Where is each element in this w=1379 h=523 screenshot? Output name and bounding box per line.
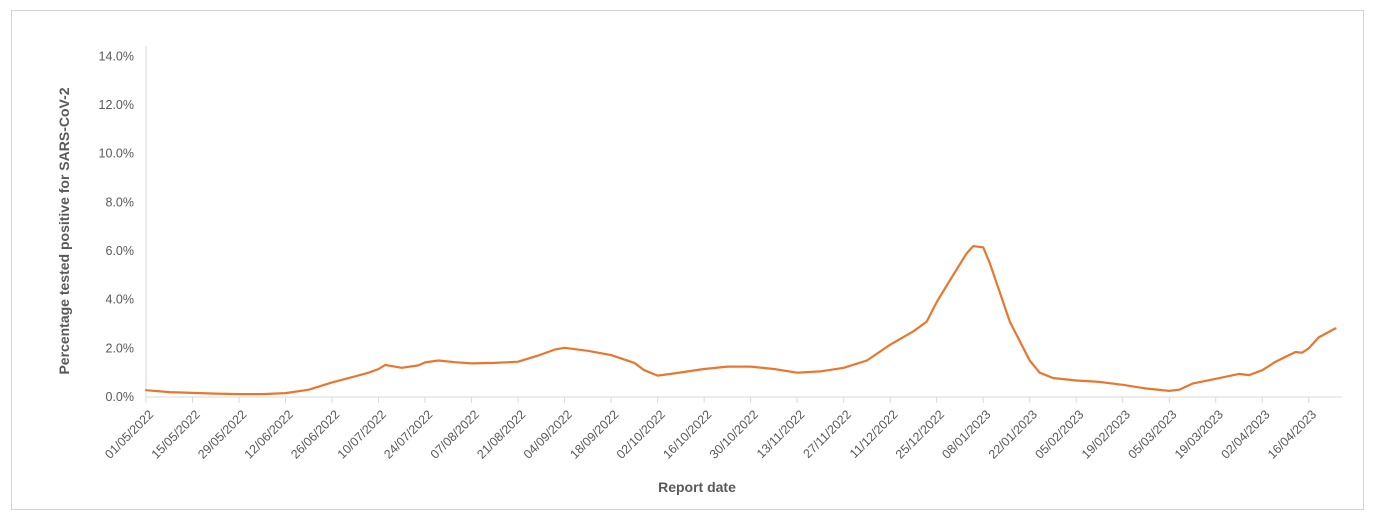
x-tick-label: 30/10/2022: [707, 407, 761, 461]
y-tick-label: 14.0%: [99, 49, 134, 63]
x-tick-label: 01/05/2022: [102, 407, 156, 461]
x-tick-label: 02/10/2022: [614, 407, 668, 461]
y-axis-tick-labels: 0.0% 2.0% 4.0% 6.0% 8.0% 10.0% 12.0% 14.0%: [99, 49, 134, 404]
y-tick-label: 10.0%: [99, 147, 134, 161]
x-tick-label: 05/02/2023: [1032, 407, 1086, 461]
x-tick-label: 19/03/2023: [1172, 407, 1226, 461]
y-tick-label: 6.0%: [106, 244, 135, 258]
x-tick-label: 22/01/2023: [986, 407, 1040, 461]
x-tick-label: 10/07/2022: [335, 407, 389, 461]
y-tick-label: 12.0%: [99, 98, 134, 112]
x-tick-label: 21/08/2022: [474, 407, 528, 461]
x-tick-label: 27/11/2022: [801, 407, 855, 461]
x-tick-label: 26/06/2022: [288, 407, 342, 461]
x-tick-label: 25/12/2022: [893, 407, 947, 461]
x-tick-label: 02/04/2023: [1218, 407, 1272, 461]
y-axis-title: Percentage tested positive for SARS-CoV-…: [56, 87, 72, 374]
x-tick-label: 08/01/2023: [939, 407, 993, 461]
x-tick-label: 19/02/2023: [1079, 407, 1133, 461]
x-tick-label: 05/03/2023: [1125, 407, 1179, 461]
x-tick-label: 11/12/2022: [847, 407, 901, 461]
x-tick-label: 24/07/2022: [381, 407, 435, 461]
chart-frame: 0.0% 2.0% 4.0% 6.0% 8.0% 10.0% 12.0% 14.0% 01/0…: [11, 10, 1364, 510]
x-tick-label: 16/04/2023: [1265, 407, 1319, 461]
x-axis-tick-labels: 01/05/202215/05/202229/05/202212/06/2022…: [102, 407, 1319, 461]
x-tick-label: 07/08/2022: [428, 407, 482, 461]
x-axis-ticks: [145, 397, 1310, 403]
x-tick-label: 18/09/2022: [567, 407, 621, 461]
x-tick-label: 13/11/2022: [754, 407, 808, 461]
x-axis-title: Report date: [658, 479, 736, 495]
x-tick-label: 04/09/2022: [521, 407, 575, 461]
y-tick-label: 4.0%: [106, 293, 135, 307]
x-tick-label: 15/05/2022: [149, 407, 203, 461]
y-tick-label: 2.0%: [106, 341, 135, 355]
x-tick-label: 29/05/2022: [195, 407, 249, 461]
y-tick-label: 0.0%: [106, 390, 135, 404]
line-chart: 0.0% 2.0% 4.0% 6.0% 8.0% 10.0% 12.0% 14.0% 01/0…: [56, 46, 1342, 495]
series-line-percentage-positive: [144, 245, 1337, 396]
y-tick-label: 8.0%: [106, 195, 135, 209]
x-tick-label: 16/10/2022: [660, 407, 714, 461]
x-tick-label: 12/06/2022: [242, 407, 296, 461]
